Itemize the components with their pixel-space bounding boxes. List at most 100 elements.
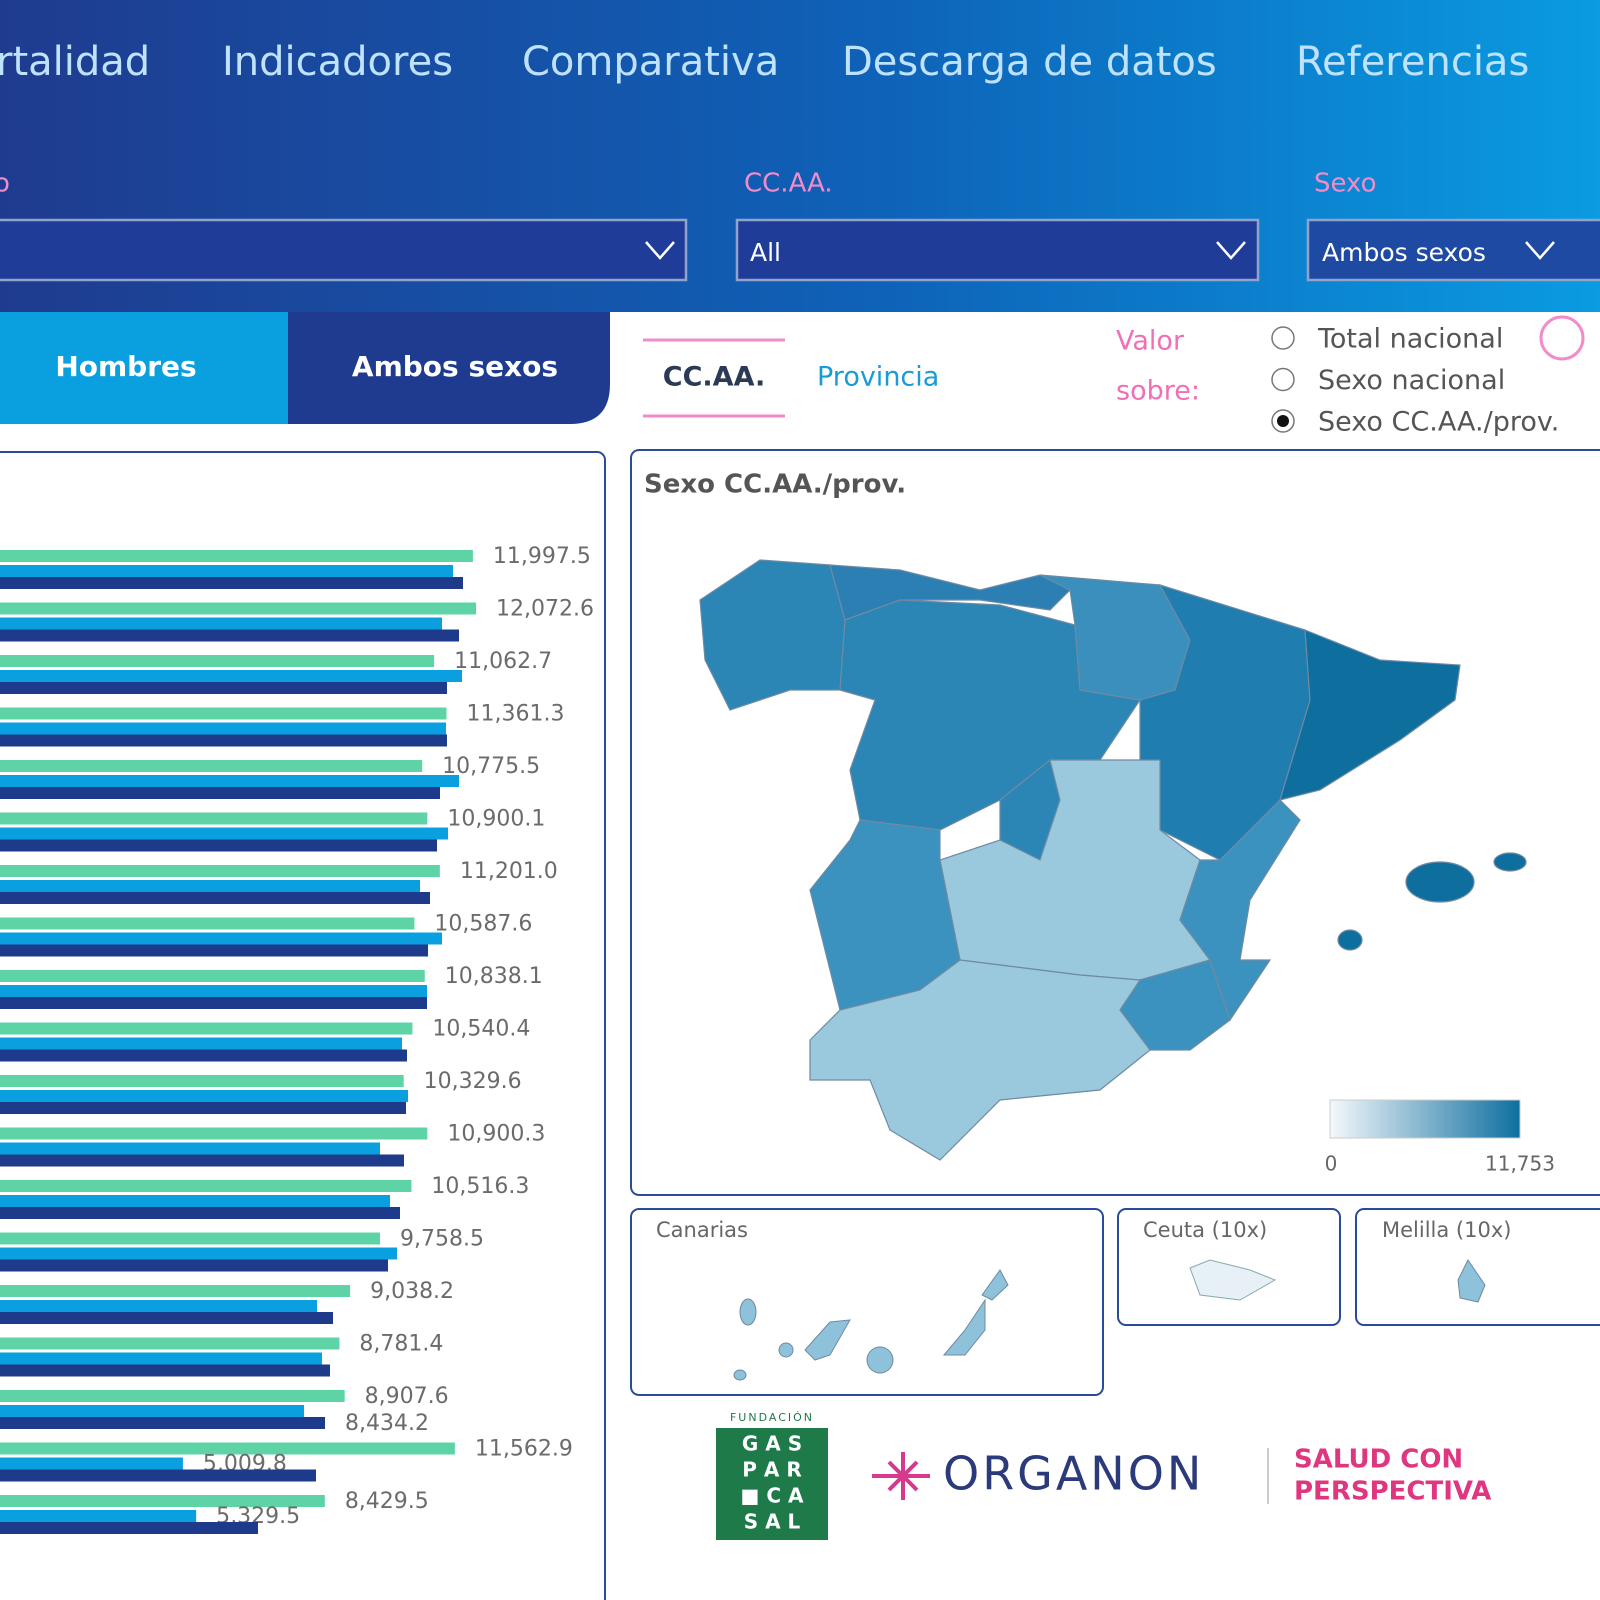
region[interactable] xyxy=(809,959,1151,1161)
data-label: 10,775.5 xyxy=(442,754,540,779)
nav-item[interactable]: Indicadores xyxy=(222,39,453,85)
bar xyxy=(0,1207,401,1219)
data-label: 8,907.6 xyxy=(365,1384,449,1409)
radio[interactable] xyxy=(1271,367,1295,392)
data-label: 11,997.5 xyxy=(493,544,591,569)
bar xyxy=(0,1457,183,1470)
logo-text: ORGANON xyxy=(943,1447,1204,1501)
bar xyxy=(0,629,460,642)
bar xyxy=(0,839,438,852)
legend-label: 11,753 xyxy=(1485,1152,1555,1176)
bar xyxy=(0,670,463,682)
bar xyxy=(0,734,447,747)
radio[interactable] xyxy=(1271,326,1295,350)
data-label: 8,781.4 xyxy=(359,1332,443,1357)
filter-label: CC.AA. xyxy=(744,169,833,199)
dropdown[interactable] xyxy=(735,218,1260,282)
data-label: 8,429.5 xyxy=(345,1489,429,1514)
bar xyxy=(0,1390,345,1402)
tab[interactable] xyxy=(0,312,290,424)
data-label: 12,072.6 xyxy=(496,597,594,622)
bar xyxy=(0,944,429,957)
data-label: 10,329.6 xyxy=(424,1069,522,1094)
bar xyxy=(0,865,440,877)
data-label: 11,562.9 xyxy=(475,1437,573,1462)
bar xyxy=(0,1442,455,1455)
bar xyxy=(0,617,442,630)
bar xyxy=(0,1522,258,1534)
dropdown-value: Ambos sexos xyxy=(1322,238,1486,267)
region[interactable] xyxy=(1179,799,1301,1022)
nav-item[interactable]: rtalidad xyxy=(0,39,150,85)
filter-label: Sexo xyxy=(1314,169,1377,199)
legend-gradient xyxy=(1329,1099,1521,1139)
inset-card xyxy=(1355,1208,1600,1326)
bar xyxy=(0,997,428,1009)
inset-map xyxy=(1189,1259,1277,1301)
bar xyxy=(0,1364,330,1377)
chevron xyxy=(1525,241,1555,260)
bar xyxy=(0,1300,318,1312)
bar xyxy=(0,892,431,904)
bar xyxy=(0,722,446,735)
bar xyxy=(0,760,423,772)
tab[interactable] xyxy=(288,312,610,424)
logo-text: P A R xyxy=(742,1458,801,1482)
bar xyxy=(0,1127,428,1140)
inset-map xyxy=(733,1269,1009,1381)
inset-title: Ceuta (10x) xyxy=(1143,1218,1267,1242)
geo-tab[interactable]: Provincia xyxy=(817,362,939,393)
region[interactable] xyxy=(699,559,846,711)
data-label: 9,038.2 xyxy=(370,1279,454,1304)
dropdown[interactable] xyxy=(0,218,688,282)
bar xyxy=(0,1102,407,1114)
dropdown-value: All xyxy=(750,238,781,267)
chevron xyxy=(645,241,675,260)
bar xyxy=(0,1469,317,1482)
radio-label: Sexo nacional xyxy=(1318,365,1505,396)
logo-text: SALUD CON xyxy=(1294,1445,1463,1475)
region[interactable] xyxy=(1493,852,1527,872)
bar xyxy=(0,1180,412,1192)
dropdown[interactable] xyxy=(1306,218,1600,282)
data-label: 11,361.3 xyxy=(466,702,564,727)
geo-tab[interactable]: CC.AA. xyxy=(663,362,765,393)
info-icon[interactable] xyxy=(1539,315,1585,361)
bar xyxy=(0,775,460,787)
inset-card xyxy=(630,1208,1104,1396)
bar xyxy=(0,565,453,577)
bar xyxy=(0,1510,197,1522)
logo-icon xyxy=(872,1452,930,1500)
bar xyxy=(0,1037,402,1050)
bar xyxy=(0,812,428,825)
bar xyxy=(0,1075,404,1087)
bar xyxy=(0,577,463,589)
data-label: 10,838.1 xyxy=(445,964,543,989)
bar xyxy=(0,1195,390,1207)
bar xyxy=(0,1049,408,1062)
data-label: 11,062.7 xyxy=(454,649,552,674)
data-label: 10,587.6 xyxy=(434,912,532,937)
bar xyxy=(0,707,447,720)
region[interactable] xyxy=(1405,861,1475,903)
data-label: 8,434.2 xyxy=(345,1411,429,1436)
nav-item[interactable]: Comparativa xyxy=(522,39,779,85)
bar xyxy=(0,1285,351,1297)
bar xyxy=(0,1232,380,1245)
region[interactable] xyxy=(1279,629,1461,801)
nav-item[interactable]: Descarga de datos xyxy=(842,39,1217,85)
nav-item[interactable]: Referencias xyxy=(1296,39,1529,85)
option-label: Valor xyxy=(1116,326,1185,357)
radio-group: Total nacional Sexo nacional Sexo CC.AA./p… xyxy=(1271,324,1559,438)
radio-dot xyxy=(1277,415,1289,427)
tab-label: Ambos sexos xyxy=(352,350,558,383)
bar xyxy=(0,1154,404,1167)
region[interactable] xyxy=(1337,929,1363,951)
radio-label: Sexo CC.AA./prov. xyxy=(1318,407,1559,438)
data-label: 11,201.0 xyxy=(460,859,558,884)
logo-text: G A S xyxy=(742,1432,802,1456)
bar xyxy=(0,1352,322,1365)
logo-text: FUNDACIÓN xyxy=(730,1411,814,1424)
bar xyxy=(0,880,421,892)
